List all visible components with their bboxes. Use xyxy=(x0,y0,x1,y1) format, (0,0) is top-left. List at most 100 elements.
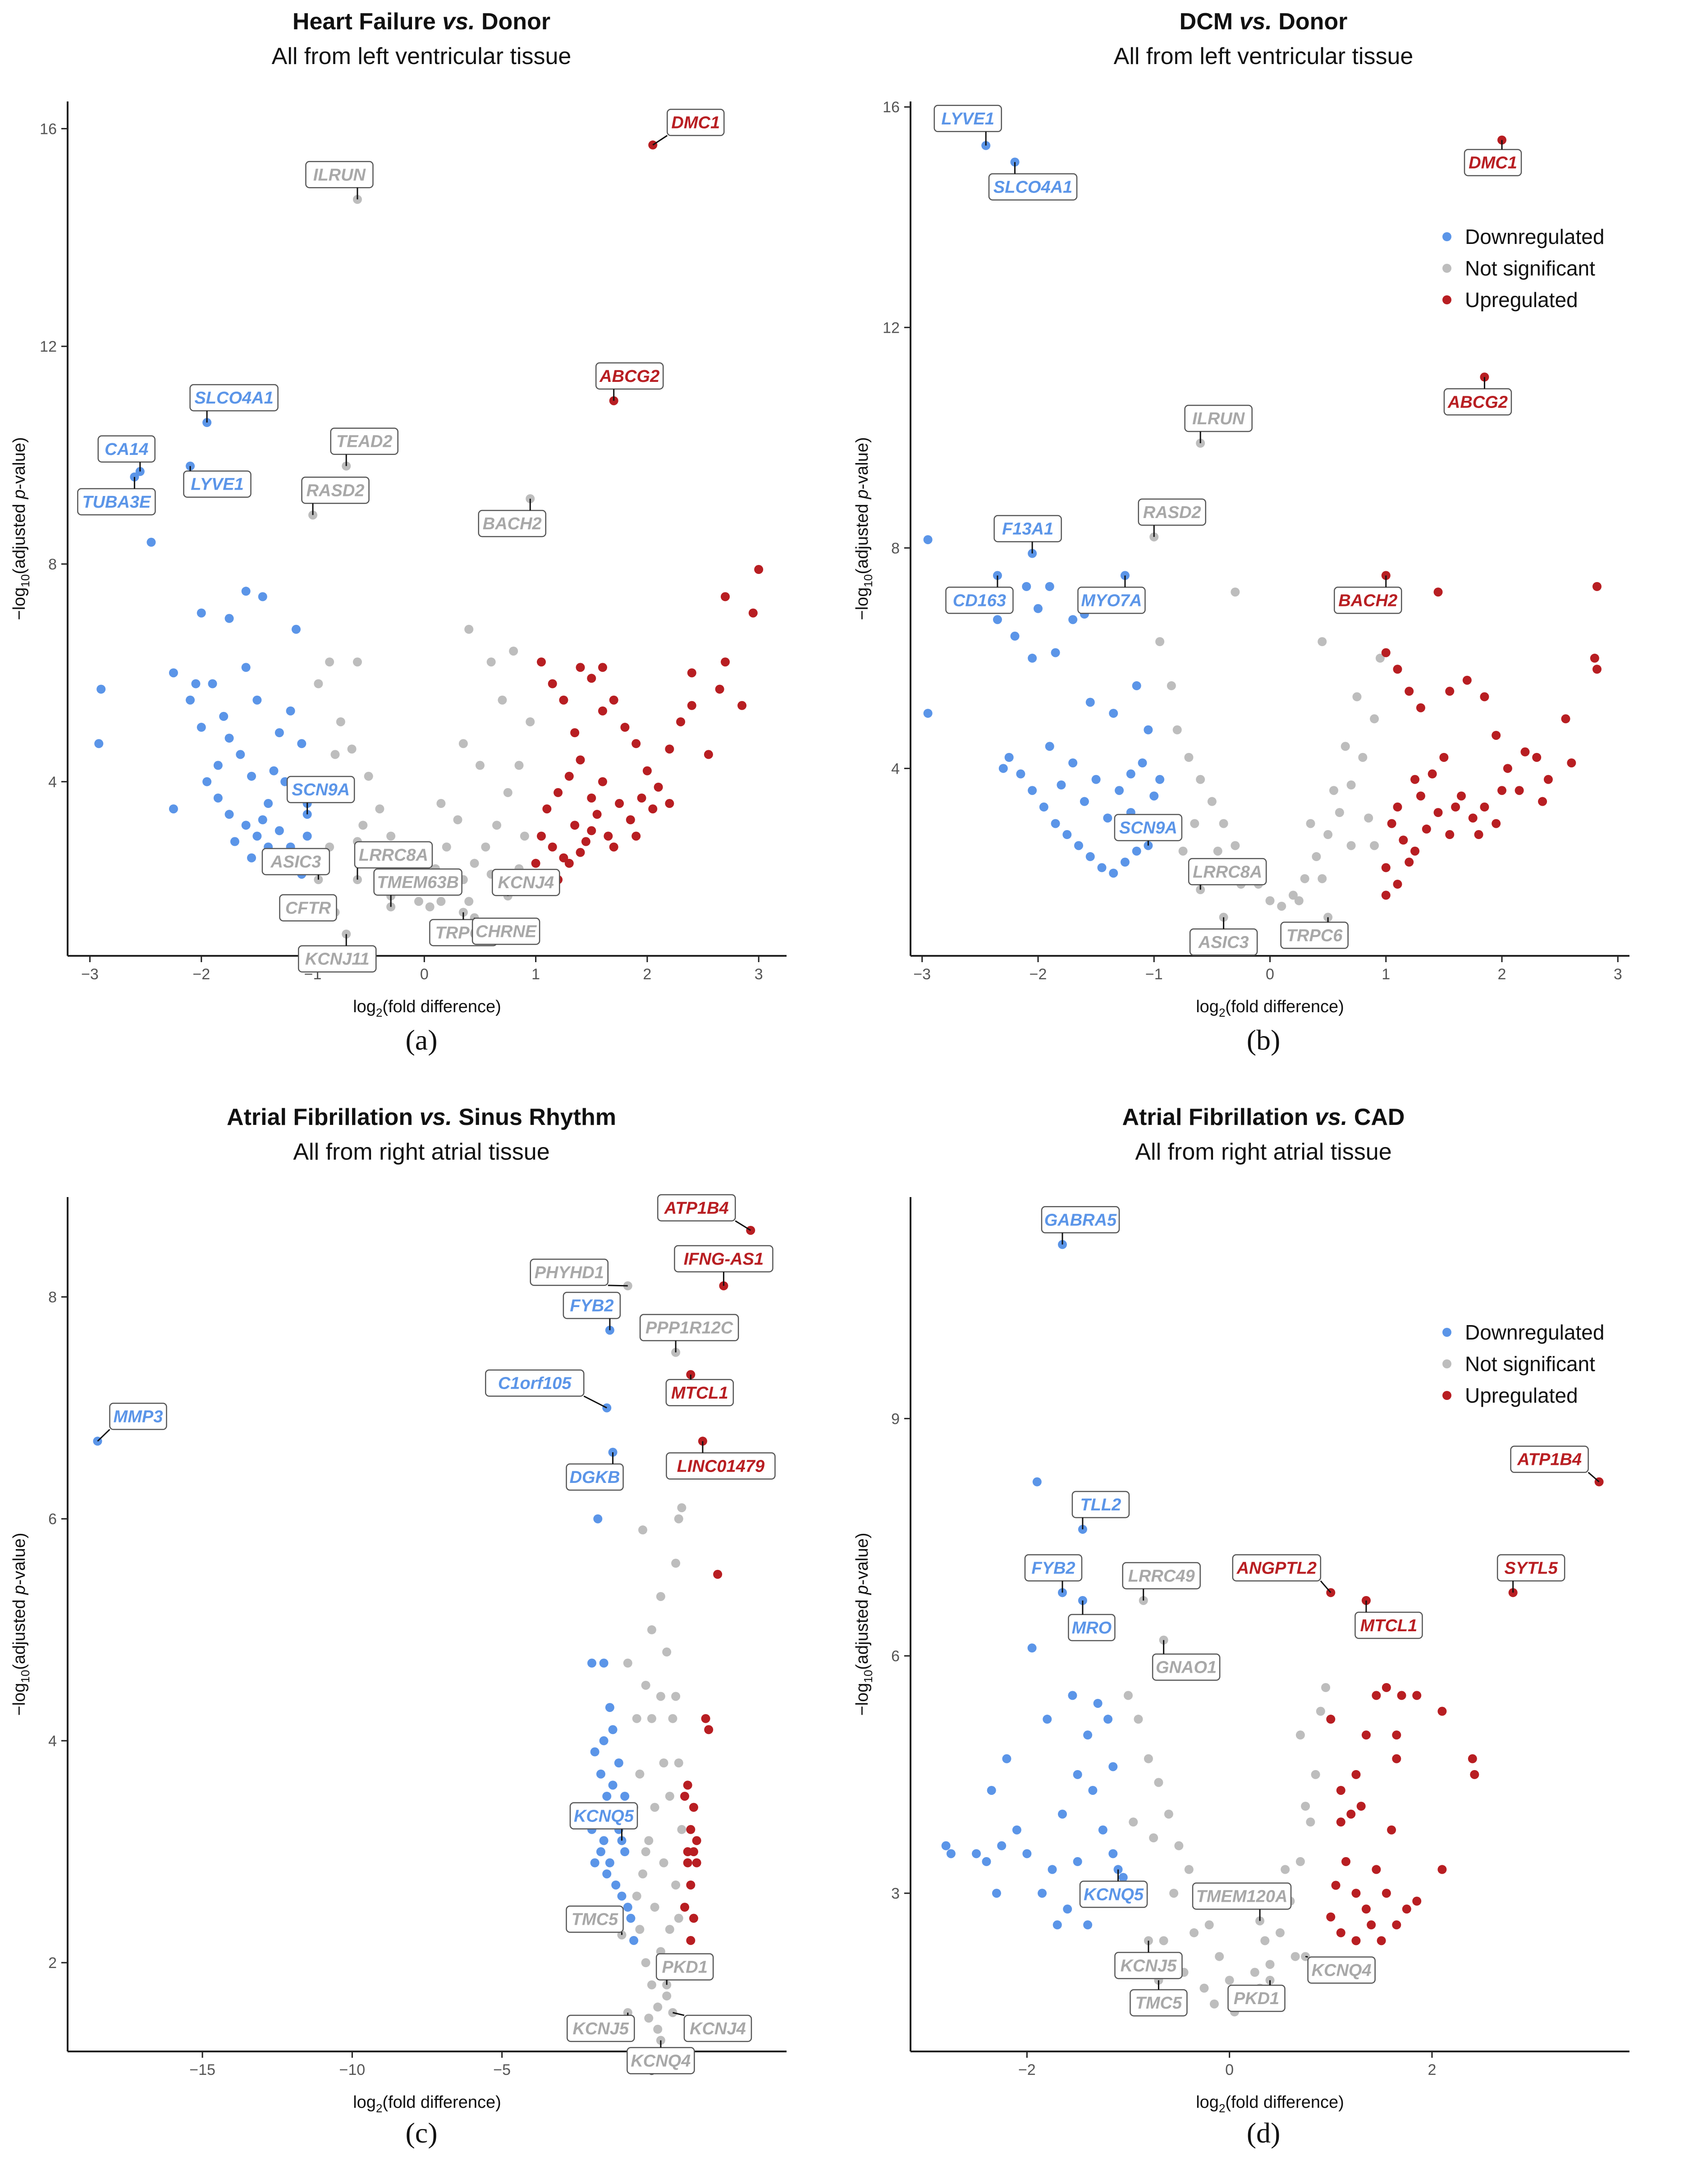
point-ns xyxy=(358,821,368,830)
point-down xyxy=(1033,604,1043,613)
gene-label-box xyxy=(485,1369,585,1397)
gene-label-box xyxy=(1077,587,1146,614)
point-ns xyxy=(1260,1936,1270,1945)
gene-label-text: ANGPTL2 xyxy=(1236,1559,1317,1578)
point-ns xyxy=(1154,1778,1163,1787)
point-ns xyxy=(653,2002,663,2012)
gene-label-angptl2: ANGPTL2 xyxy=(1232,1554,1332,1593)
gene-label-text: TMC5 xyxy=(572,1910,618,1929)
point-ns xyxy=(347,744,357,754)
legend-label-ns: Not significant xyxy=(1465,1352,1595,1376)
gene-label-box xyxy=(1079,1881,1148,1908)
point-down xyxy=(247,853,256,863)
point-ns xyxy=(1301,1802,1310,1811)
point-down xyxy=(923,535,933,544)
gene-label-box xyxy=(1068,1614,1116,1642)
point-up xyxy=(1561,714,1570,724)
point-up xyxy=(615,799,624,808)
x-tick-label: 3 xyxy=(1614,966,1622,983)
point-down xyxy=(146,537,156,547)
point-up xyxy=(570,821,580,830)
legend-label-up: Upregulated xyxy=(1465,1384,1578,1407)
point-ns xyxy=(526,717,535,726)
gene-label-text: CHRNE xyxy=(476,922,537,941)
gene-label-bach2: BACH2 xyxy=(478,499,546,537)
point-down xyxy=(286,706,295,716)
point-up xyxy=(632,831,641,841)
point-down xyxy=(596,1769,605,1779)
point-ns xyxy=(1306,819,1315,828)
x-tick-label: 0 xyxy=(1266,966,1274,983)
x-tick-label: 2 xyxy=(643,966,651,983)
point-down xyxy=(1088,1785,1098,1795)
point-up xyxy=(632,739,641,748)
point-ns xyxy=(674,1514,683,1523)
point-down xyxy=(1098,1825,1107,1835)
point-down xyxy=(1126,769,1135,779)
point-ns xyxy=(386,831,396,841)
gene-label-text: TEAD2 xyxy=(336,432,393,451)
gene-label-fyb2: FYB2 xyxy=(1024,1554,1083,1593)
gene-label-box xyxy=(667,109,725,136)
point-up xyxy=(720,592,730,601)
gene-label-box xyxy=(373,868,462,896)
point-down xyxy=(1120,858,1130,867)
point-down xyxy=(1097,863,1107,872)
point-ns xyxy=(436,897,446,906)
point-up xyxy=(1392,1754,1401,1763)
gene-label-text: MTCL1 xyxy=(671,1384,728,1403)
point-down xyxy=(946,1849,956,1858)
point-ns xyxy=(659,1758,668,1768)
chart-subtitle: All from right atrial tissue xyxy=(1135,1139,1392,1165)
panel-label: (c) xyxy=(405,2117,438,2149)
point-down xyxy=(1085,852,1095,861)
point-up xyxy=(648,804,658,814)
data-points xyxy=(923,135,1602,922)
point-down xyxy=(1043,1715,1052,1724)
point-up xyxy=(1592,665,1602,674)
point-down xyxy=(258,815,267,825)
point-up xyxy=(1412,1691,1422,1700)
gene-label-gnao1: GNAO1 xyxy=(1152,1640,1221,1681)
point-down xyxy=(224,734,234,743)
point-up xyxy=(1480,692,1489,702)
x-tick-label: 1 xyxy=(1382,966,1390,983)
gene-label-box xyxy=(988,173,1078,201)
point-up xyxy=(1399,835,1408,845)
point-ns xyxy=(656,1692,665,1701)
gene-label-box xyxy=(530,1258,609,1286)
point-down xyxy=(252,831,262,841)
point-ns xyxy=(662,1980,672,1990)
point-up xyxy=(748,608,758,618)
y-axis-label: −log10(adjusted p-value) xyxy=(853,1532,875,1716)
point-ns xyxy=(641,1680,650,1690)
point-down xyxy=(1108,1849,1118,1858)
gene-label-box xyxy=(1227,1984,1286,2012)
chart-title: Atrial Fibrillation vs. Sinus Rhythm xyxy=(227,1104,616,1130)
point-ns xyxy=(509,647,518,656)
point-up xyxy=(548,842,557,852)
point-down xyxy=(291,624,301,634)
point-up xyxy=(680,1903,690,1912)
gene-label-text: BACH2 xyxy=(483,514,542,533)
legend-label-down: Downregulated xyxy=(1465,1321,1604,1344)
point-down xyxy=(1109,868,1118,878)
point-down xyxy=(590,1747,599,1757)
gene-label-text: KCNQ4 xyxy=(631,2051,691,2070)
gene-label-box xyxy=(683,2014,752,2042)
gene-label-lyve1: LYVE1 xyxy=(934,105,1002,146)
gene-label-cd163: CD163 xyxy=(945,575,1014,614)
gene-label-box xyxy=(665,1379,734,1407)
point-ns xyxy=(1149,1833,1158,1843)
point-up xyxy=(1372,1691,1381,1700)
gene-label-kcnj5: KCNJ5 xyxy=(1114,1941,1183,1979)
point-down xyxy=(1074,841,1084,850)
gene-label-text: KCNJ4 xyxy=(498,873,554,892)
gene-label-f13a1: F13A1 xyxy=(993,515,1062,554)
point-ns xyxy=(314,679,323,688)
legend: Downregulated Not significant Upregulated xyxy=(1442,1321,1604,1407)
gene-label-connector xyxy=(673,2012,685,2016)
point-up xyxy=(1393,802,1402,812)
point-up xyxy=(1468,1754,1477,1763)
gene-label-slco4a1: SLCO4A1 xyxy=(189,384,279,423)
